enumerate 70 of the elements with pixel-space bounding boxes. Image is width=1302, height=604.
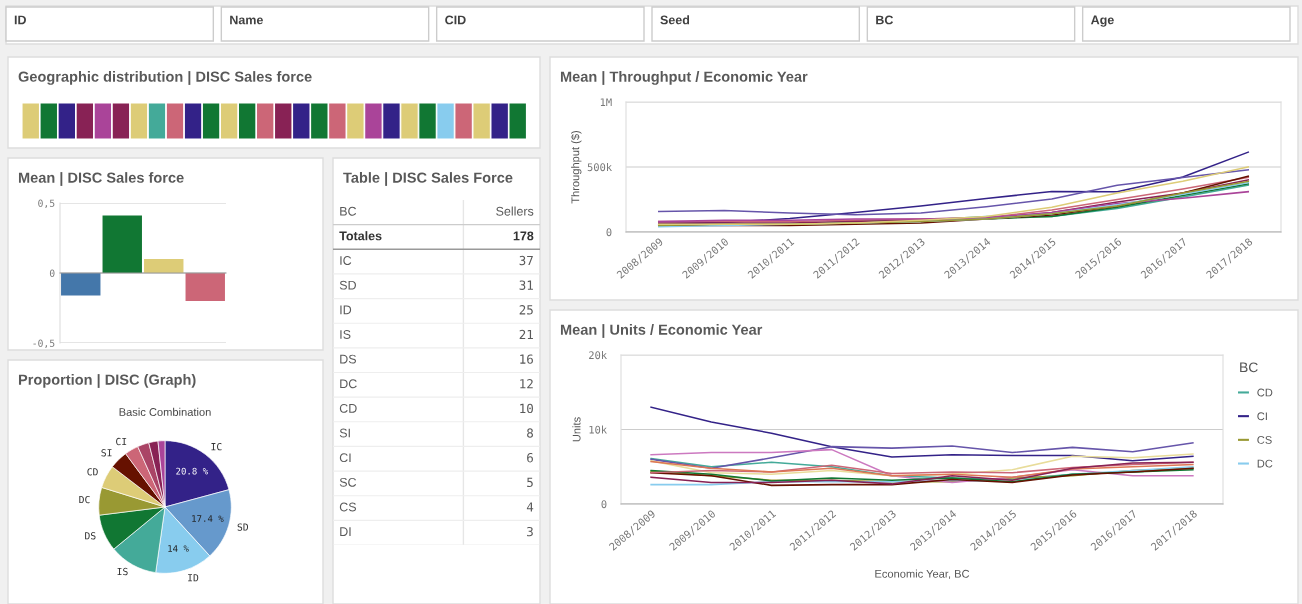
slice-label: DS (85, 532, 96, 540)
category-label: IS (340, 330, 351, 339)
slice-label: SD (237, 523, 249, 531)
data-label: 3 (527, 526, 533, 537)
text: Geographic distribution | DISC Sales force (18, 71, 312, 85)
slice-label: IC (211, 442, 222, 451)
data-label: 4 (526, 502, 534, 512)
text: Sellers (496, 206, 534, 216)
y-tick-label: 20k (589, 351, 607, 360)
y-tick-label: 0 (601, 500, 607, 509)
chart-title: Mean | Throughput / Economic Year (560, 71, 808, 85)
slice-label: ID (188, 574, 199, 582)
category-label: DC (340, 379, 357, 389)
y-tick-label: 1M (600, 98, 612, 106)
data-label: 17.4 % (192, 515, 224, 522)
y-axis-title: Units (572, 417, 581, 442)
text: 178 (513, 231, 534, 241)
chart-title: Proportion | DISC (Graph) (18, 374, 196, 388)
category-label: CI (339, 453, 351, 463)
slice-label: DC (79, 495, 90, 504)
data-label: 16 (520, 354, 533, 364)
data-label: 25 (519, 305, 533, 315)
slice-label: SI (101, 449, 112, 457)
legend-label: CS (1257, 435, 1272, 444)
y-tick-label: 0 (606, 228, 612, 237)
text: Seed (660, 15, 690, 25)
data-label: 5 (527, 477, 533, 488)
slice-label: CI (116, 437, 127, 446)
category-label: ID (340, 305, 352, 315)
category-label: CS (339, 502, 356, 512)
data-label: 31 (519, 280, 533, 290)
data-label: 6 (527, 452, 533, 463)
legend-label: DC (1257, 459, 1273, 468)
data-label: 8 (527, 428, 533, 438)
text: Name (230, 15, 263, 25)
legend-label: CI (1257, 412, 1267, 421)
chart-title: Mean | DISC Sales force (18, 172, 184, 186)
text: Totales (339, 231, 382, 241)
text: BC (876, 15, 894, 25)
text: CID (445, 15, 466, 25)
category-label: DI (340, 527, 351, 536)
legend-title: BC (1240, 362, 1258, 373)
slice-label: IS (117, 567, 128, 576)
y-axis-title: Throughput ($) (570, 130, 582, 204)
data-label: 14 % (168, 545, 189, 552)
y-tick-label: -0,5 (33, 339, 55, 349)
category-label: SC (339, 477, 357, 487)
y-tick-label: 0 (49, 269, 55, 277)
y-tick-label: 500k (587, 163, 612, 172)
x-axis-title: Economic Year, BC (875, 569, 970, 580)
text: Table | DISC Sales Force (343, 172, 513, 186)
data-label: 21 (519, 329, 533, 340)
category-label: CD (339, 403, 357, 413)
chart-subtitle: Basic Combination (119, 407, 211, 416)
y-tick-label: 10k (589, 425, 607, 434)
category-label: SD (339, 280, 356, 290)
category-label: IC (340, 256, 352, 265)
data-label: 20.8 % (176, 467, 209, 475)
text: BC (340, 206, 357, 216)
text: Age (1090, 15, 1114, 27)
legend-label: CD (1257, 388, 1273, 397)
text: ID (14, 15, 26, 25)
category-label: SI (339, 428, 350, 438)
data-label: 37 (519, 255, 533, 266)
data-label: 10 (520, 403, 533, 414)
category-label: DS (340, 354, 356, 364)
slice-label: CD (87, 468, 98, 476)
data-label: 12 (520, 379, 533, 389)
chart-title: Mean | Units / Economic Year (560, 324, 763, 338)
y-tick-label: 0,5 (38, 199, 55, 209)
